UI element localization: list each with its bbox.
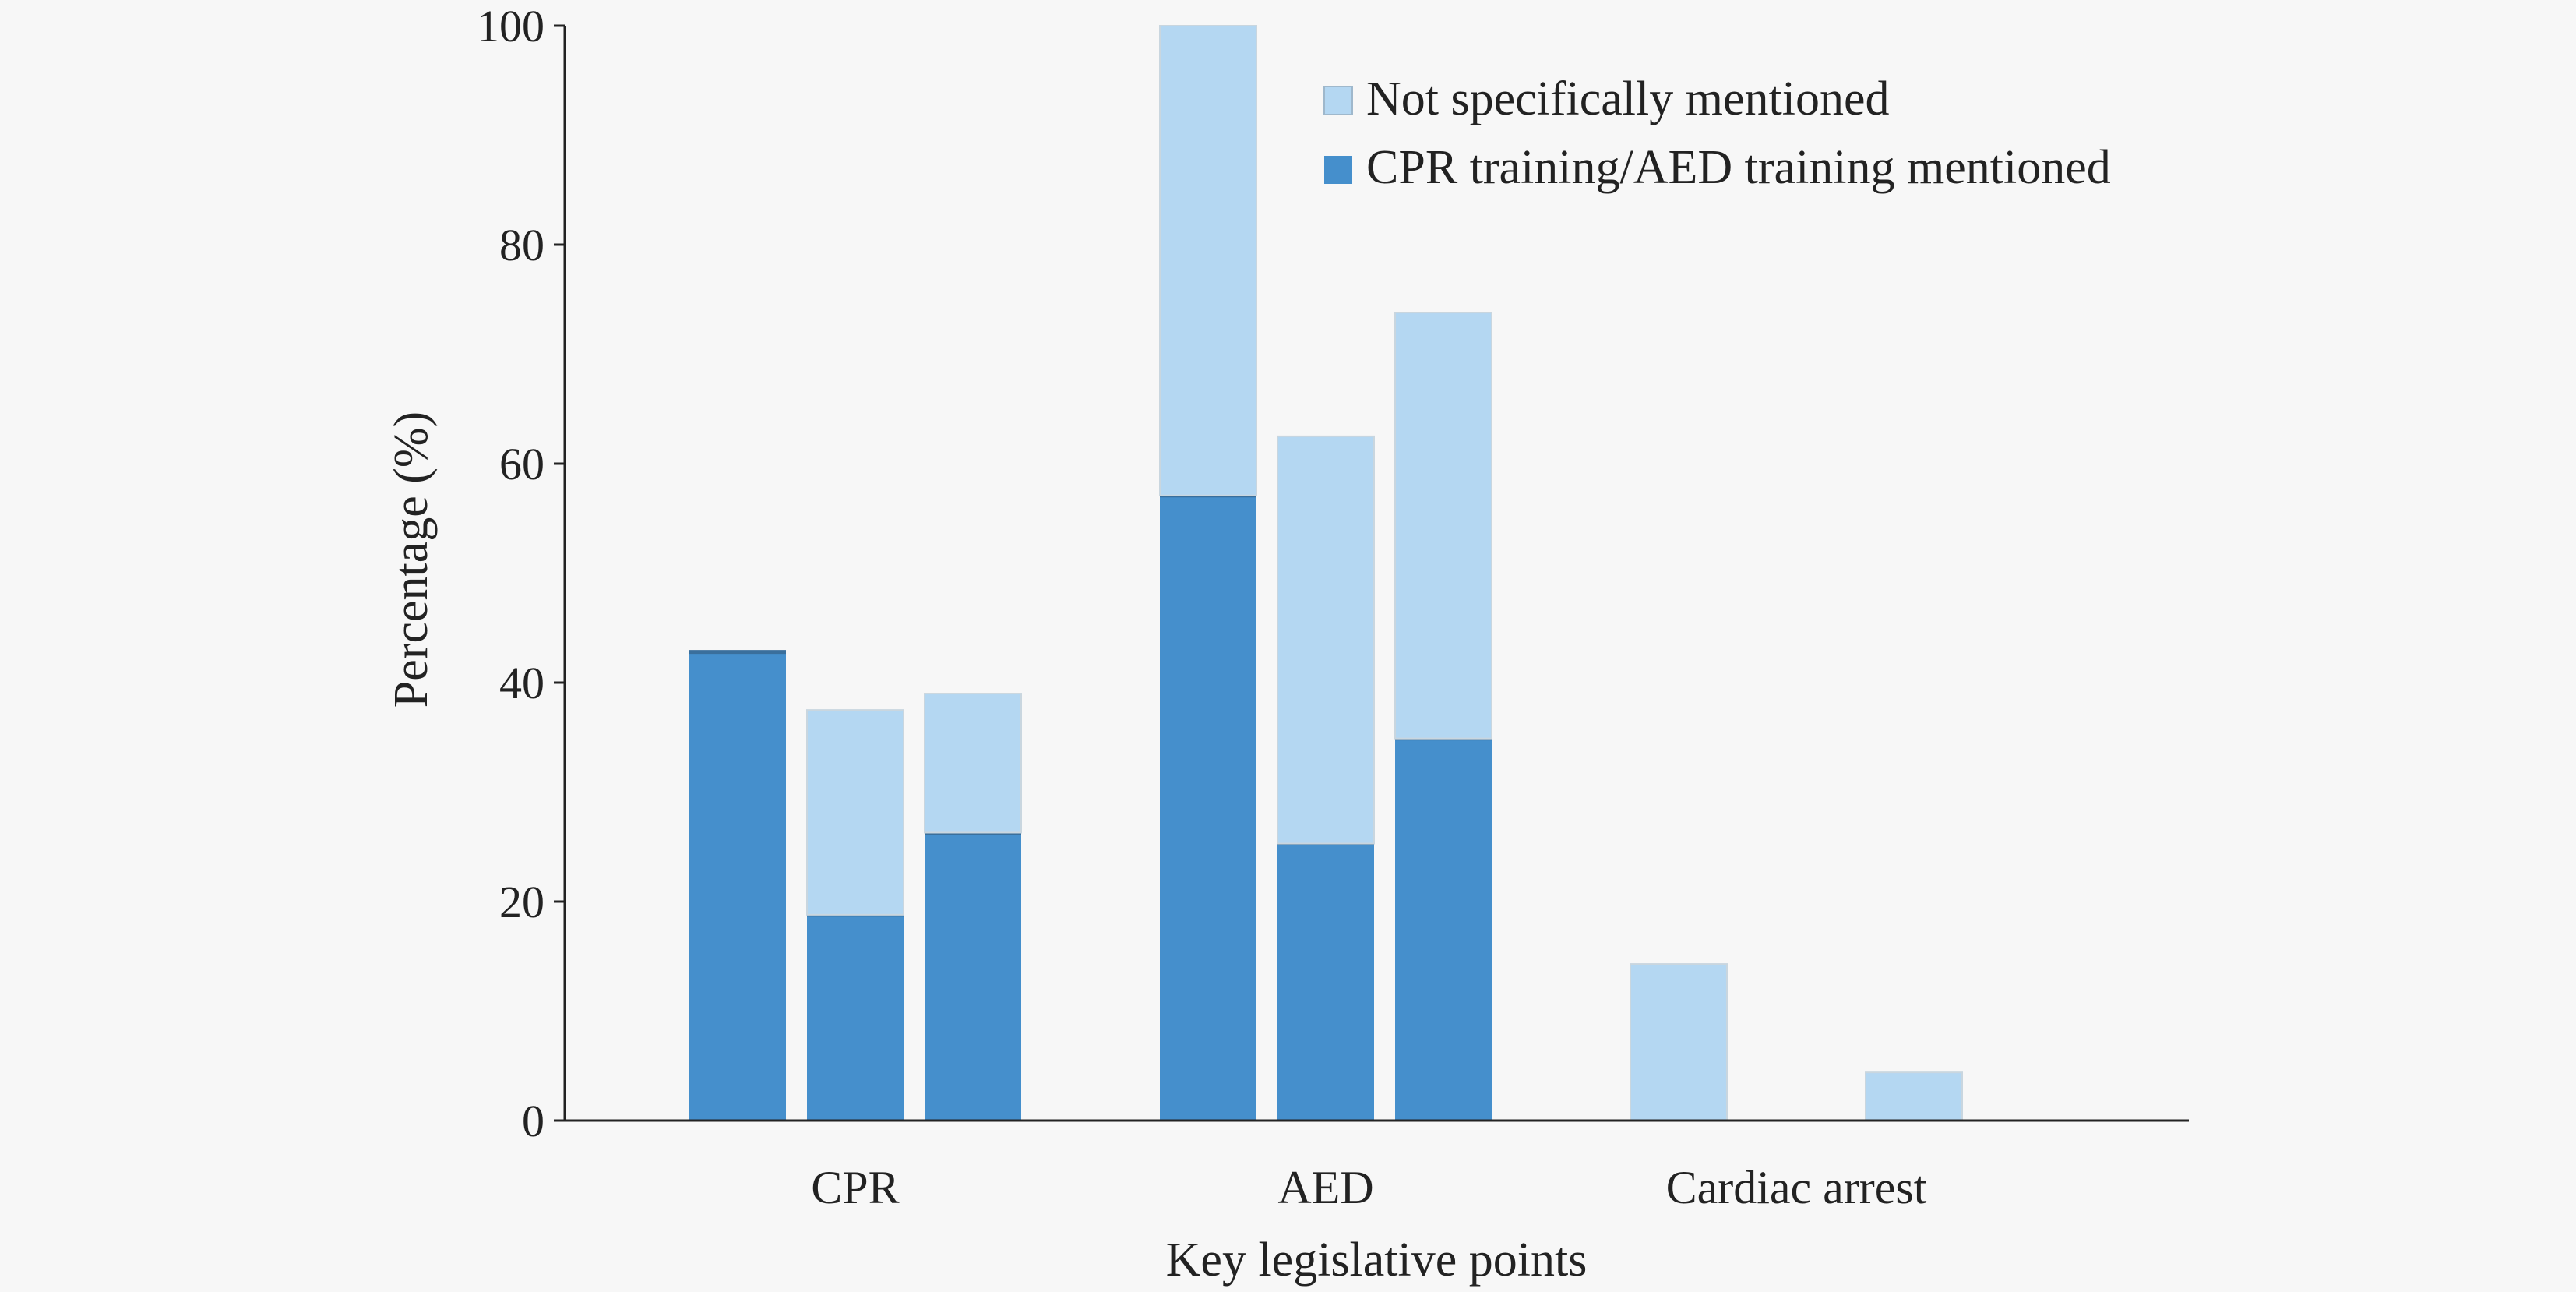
y-tick-label: 40 <box>499 658 544 708</box>
bar-segment-mentioned <box>1277 843 1374 1121</box>
x-category-label: Cardiac arrest <box>1666 1162 1927 1213</box>
bar-segment-mentioned <box>807 914 904 1121</box>
y-axis-title: Percentage (%) <box>385 411 438 708</box>
bar-segment-not-mentioned <box>1277 435 1375 845</box>
bars-layer <box>689 25 1963 1122</box>
bar-segment-not-mentioned <box>924 693 1022 834</box>
y-tick-label: 60 <box>499 439 544 489</box>
y-tick-label: 80 <box>499 220 544 270</box>
x-category-label: AED <box>1277 1162 1373 1213</box>
axes-layer <box>554 24 2189 1122</box>
legend-swatch-not-mentioned <box>1323 86 1353 115</box>
bar-segment-not-mentioned <box>806 709 904 916</box>
legend-swatch-mentioned <box>1324 156 1352 184</box>
bar-segment-not-mentioned <box>1630 963 1728 1121</box>
bar-segment-not-mentioned <box>1865 1071 1963 1122</box>
legend-label-not-mentioned: Not specifically mentioned <box>1366 72 1889 125</box>
bar-segment-not-mentioned <box>1394 312 1492 740</box>
legend-label-mentioned: CPR training/AED training mentioned <box>1366 141 2111 194</box>
x-axis-title: Key legislative points <box>1166 1234 1588 1287</box>
y-tick-label: 20 <box>499 877 544 927</box>
x-category-label: CPR <box>811 1162 899 1213</box>
labels-layer: 0 20 40 60 80 100 CPR AED Cardiac arrest <box>477 1 1927 1213</box>
bar-segment-mentioned <box>1160 495 1256 1121</box>
bar-segment-mentioned <box>925 832 1021 1121</box>
bar-segment-mentioned <box>1395 738 1492 1121</box>
y-tick-label: 100 <box>477 1 544 51</box>
y-tick-label: 0 <box>522 1096 544 1146</box>
bar-segment-not-mentioned <box>1159 25 1257 496</box>
legend: Not specifically mentioned CPR training/… <box>1323 72 2111 194</box>
bar-segment-mentioned <box>689 651 786 1121</box>
